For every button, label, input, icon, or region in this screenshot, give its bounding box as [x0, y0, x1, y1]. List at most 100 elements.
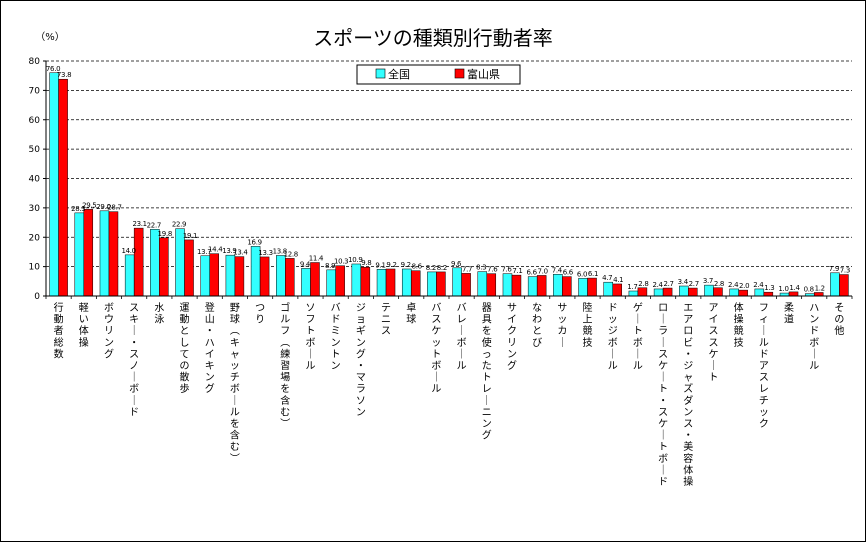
category-label: ハンドボ｜ル [809, 303, 819, 372]
data-label: 9.2 [401, 261, 411, 269]
bar-national [276, 255, 286, 297]
data-label: 11.4 [309, 255, 324, 263]
bar-toyama [788, 291, 799, 297]
data-labels: 76.073.8 28.329.5 29.028.7 14.0 23.1 22.719.8… [46, 65, 850, 294]
data-label: 2.7 [689, 280, 699, 288]
data-label: 16.9 [247, 238, 261, 246]
data-label: 23.1 [132, 220, 146, 228]
data-label: 29.0 [96, 203, 110, 211]
data-label: 13.7 [197, 248, 211, 256]
bar-national [704, 284, 714, 297]
category-label: 軽い体操 [79, 302, 89, 349]
legend-label-toyama: 富山県 [467, 67, 500, 81]
bar-national [679, 285, 689, 297]
data-label: 6.1 [588, 270, 598, 278]
y-tick-label: 50 [29, 145, 41, 155]
bar-toyama [83, 209, 94, 297]
bar-toyama [209, 253, 219, 297]
category-label: スキ｜・スノ｜ボ｜ド [129, 303, 139, 418]
category-label: ボウリング [104, 302, 114, 360]
bar-national [452, 267, 462, 297]
bar-toyama [813, 292, 824, 297]
bar-toyama [612, 283, 622, 297]
category-label: 登山・ハイキング [205, 301, 215, 395]
bar-national [628, 290, 639, 297]
bar-toyama [385, 268, 396, 297]
data-label: 3.4 [678, 278, 689, 286]
data-label: 9.4 [300, 260, 311, 268]
data-label: 14.4 [208, 246, 223, 254]
data-label: 19.1 [183, 232, 197, 240]
category-label: つり [255, 303, 265, 326]
data-label: 8.6 [412, 263, 423, 271]
category-label: サイクリング [507, 302, 517, 372]
category-label: フィ｜ルドアスレチック [759, 303, 769, 430]
data-label: 8.2 [426, 264, 436, 272]
bar-toyama [738, 289, 748, 297]
data-label: 1.2 [815, 284, 825, 292]
bar-toyama [108, 211, 119, 297]
data-label: 6.6 [563, 269, 574, 277]
bar-toyama [511, 274, 522, 297]
chart-title: スポーツの種類別行動者率 [313, 26, 553, 50]
data-label: 7.9 [829, 265, 839, 273]
y-tick-label: 0 [34, 292, 40, 302]
category-label: ゲ｜トボ｜ル [633, 302, 643, 372]
y-tick-label: 40 [29, 175, 41, 185]
data-label: 13.3 [258, 249, 272, 257]
data-label: 2.7 [663, 280, 673, 288]
category-label: 柔道 [784, 302, 794, 326]
data-label: 2.4 [753, 281, 764, 289]
category-label: 行動者総数 [54, 301, 64, 360]
bar-national [351, 263, 362, 297]
bar-national [553, 274, 563, 297]
data-label: 6.6 [527, 269, 538, 277]
category-label: 卓球 [406, 302, 416, 326]
category-label: バレ｜ボ｜ル [457, 302, 467, 372]
category-label: 体操競技 [734, 302, 744, 349]
category-label: バドミントン [331, 302, 341, 372]
data-label: 8.9 [325, 262, 335, 270]
bar-toyama [587, 277, 597, 297]
bar-toyama [461, 273, 471, 297]
data-label: 29.5 [82, 201, 96, 209]
bar-toyama [360, 266, 371, 297]
category-label: 器具を使ったトレ｜ニング [482, 302, 492, 442]
y-tick-label: 70 [29, 86, 41, 96]
category-label: テニス [381, 303, 391, 337]
data-label: 1.3 [764, 284, 774, 292]
bar-toyama [839, 274, 849, 297]
bar-toyama [310, 262, 320, 297]
category-label: サッカ｜ [557, 302, 567, 349]
bar-toyama [133, 227, 144, 297]
data-label: 2.4 [728, 281, 739, 289]
category-label: 陸上競技 [583, 301, 593, 349]
category-label: バスケットボ｜ル [431, 302, 441, 395]
bar-national [401, 268, 412, 297]
data-label: 22.7 [147, 221, 161, 229]
data-label: 2.8 [638, 280, 648, 288]
data-label: 1.0 [778, 285, 788, 293]
bar-toyama [562, 276, 572, 297]
data-label: 10.9 [348, 256, 362, 264]
data-label: 2.0 [739, 282, 749, 290]
bar-national [150, 229, 160, 297]
y-axis-unit: （%） [35, 31, 65, 43]
category-label: ジョギング・マラソン [356, 303, 366, 418]
data-label: 7.7 [462, 265, 472, 273]
bar-national [477, 271, 488, 297]
bar-national [49, 72, 59, 297]
bar-toyama [184, 239, 194, 297]
bar-national [578, 278, 588, 297]
data-label: 2.4 [652, 281, 663, 289]
data-label: 13.8 [273, 247, 287, 255]
bar-toyama [234, 256, 245, 297]
data-label: 4.7 [602, 274, 612, 282]
bar-national [200, 255, 210, 297]
data-label: 7.0 [538, 267, 548, 275]
legend-swatch-national [375, 68, 386, 79]
data-label: 28.7 [107, 204, 121, 212]
data-label: 6.0 [577, 270, 587, 278]
bar-toyama [436, 271, 446, 297]
